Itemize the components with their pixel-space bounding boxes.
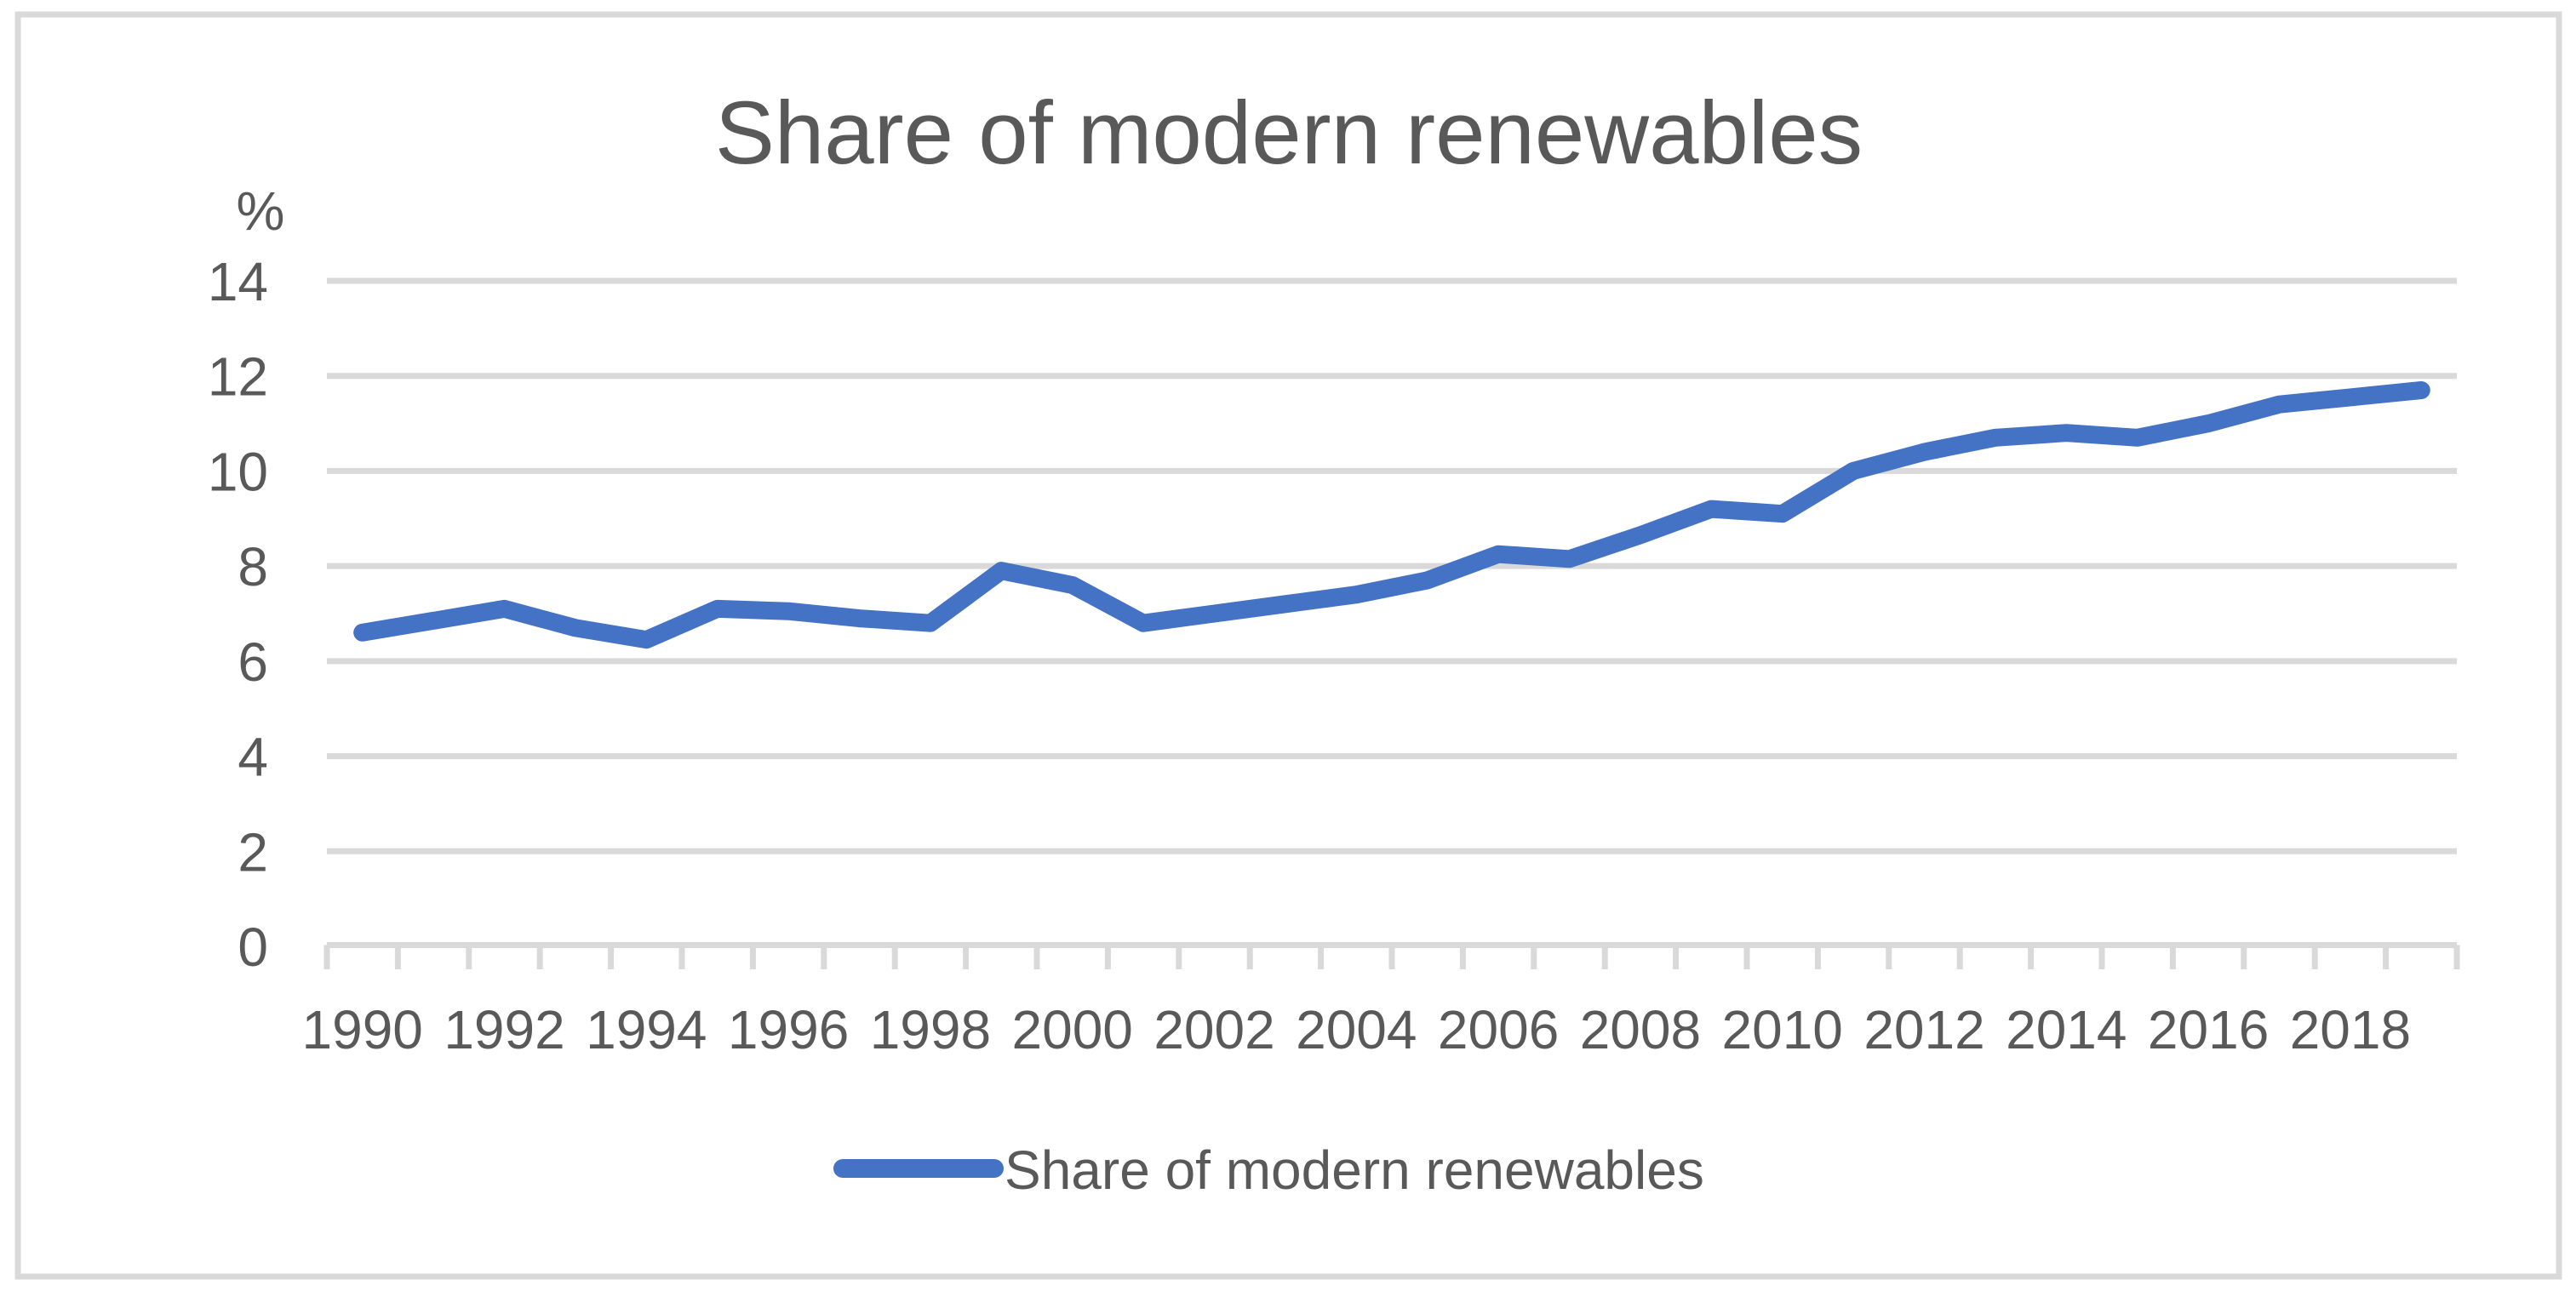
legend: Share of modern renewables	[833, 1140, 1704, 1201]
y-tick-label: 10	[208, 441, 268, 502]
x-tick-label: 2004	[1296, 999, 1417, 1060]
y-axis-labels: 0 2 4 6 8 10 12 14	[208, 251, 268, 978]
x-axis	[323, 942, 2460, 969]
series-line	[353, 381, 2430, 649]
gridlines	[327, 277, 2457, 854]
y-tick-label: 2	[238, 821, 268, 883]
y-tick-label: 6	[238, 631, 268, 693]
x-tick-label: 2008	[1580, 999, 1701, 1060]
legend-label: Share of modern renewables	[1005, 1140, 1704, 1201]
x-tick-label: 2014	[2006, 999, 2127, 1060]
y-tick-label: 0	[238, 917, 268, 978]
x-tick-label: 2016	[2148, 999, 2269, 1060]
y-tick-label: 12	[208, 346, 268, 408]
x-tick-label: 2010	[1722, 999, 1843, 1060]
x-tick-label: 1994	[586, 999, 707, 1060]
y-axis-unit-label: %	[237, 180, 285, 242]
x-tick-label: 2018	[2290, 999, 2411, 1060]
chart-title: Share of modern renewables	[715, 83, 1863, 183]
x-axis-labels: 1990 1992 1994 1996 1998 2000 2002 2004 2006 2008…	[302, 999, 2412, 1060]
y-tick-label: 14	[208, 251, 268, 312]
x-tick-label: 2000	[1012, 999, 1133, 1060]
x-tick-label: 1992	[444, 999, 564, 1060]
x-tick-label: 2002	[1153, 999, 1274, 1060]
y-tick-label: 8	[238, 536, 268, 597]
x-tick-label: 2006	[1438, 999, 1559, 1060]
x-tick-label: 2012	[1863, 999, 1984, 1060]
x-tick-label: 1996	[728, 999, 849, 1060]
y-tick-label: 4	[238, 727, 268, 788]
chart-border	[14, 11, 2562, 1280]
x-tick-label: 1990	[302, 999, 423, 1060]
x-tick-label: 1998	[870, 999, 991, 1060]
